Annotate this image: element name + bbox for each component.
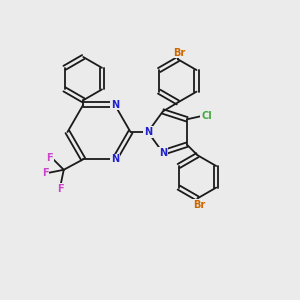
Text: N: N <box>144 127 152 137</box>
Text: F: F <box>42 168 49 178</box>
Text: Cl: Cl <box>201 111 212 121</box>
Text: N: N <box>111 100 119 110</box>
Text: F: F <box>46 153 53 163</box>
Text: N: N <box>159 148 167 158</box>
Text: F: F <box>57 184 64 194</box>
Text: Br: Br <box>193 200 205 210</box>
Text: N: N <box>111 154 119 164</box>
Text: Br: Br <box>173 48 185 58</box>
